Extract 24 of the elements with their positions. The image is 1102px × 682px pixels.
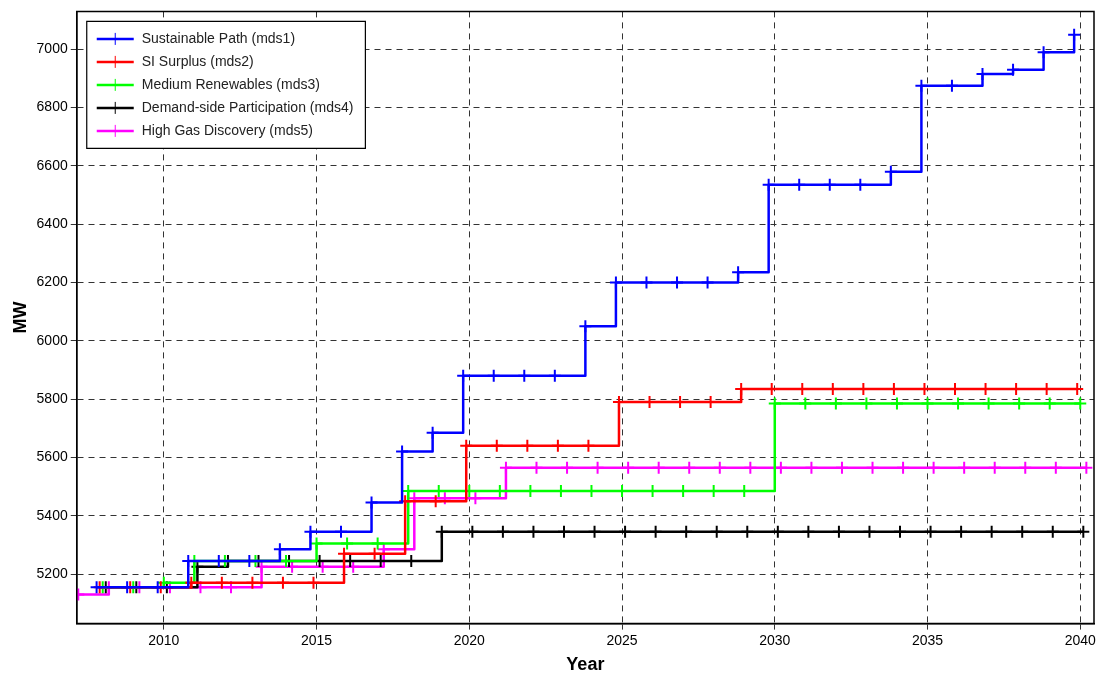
- x-tick-label: 2035: [911, 631, 944, 648]
- x-tick-label: 2015: [300, 631, 333, 648]
- legend-label: SI Surplus (mds2): [141, 52, 254, 69]
- x-tick-label: 2040: [1064, 631, 1097, 648]
- x-axis-title: Year: [566, 654, 605, 675]
- y-tick-label: 5800: [36, 389, 68, 406]
- y-tick-label: 6800: [36, 98, 68, 115]
- y-tick-label: 6400: [36, 215, 68, 232]
- x-tick-label: 2030: [759, 631, 791, 648]
- x-tick-label: 2025: [606, 631, 638, 648]
- y-axis-title: MW: [9, 301, 30, 334]
- y-tick-label: 6200: [36, 273, 68, 290]
- y-tick-label: 5400: [36, 506, 68, 523]
- legend-label: Medium Renewables (mds3): [141, 75, 320, 92]
- x-tick-label: 2020: [453, 631, 486, 648]
- x-tick-label: 2010: [148, 631, 180, 648]
- legend-label: Sustainable Path (mds1): [141, 29, 296, 46]
- y-tick-label: 7000: [36, 40, 68, 57]
- y-tick-label: 5600: [36, 448, 68, 465]
- y-tick-label: 6600: [36, 156, 68, 173]
- y-tick-label: 5200: [36, 564, 68, 581]
- legend-label: Demand-side Participation (mds4): [141, 98, 354, 115]
- y-tick-label: 6000: [36, 331, 68, 348]
- legend-label: High Gas Discovery (mds5): [141, 121, 313, 138]
